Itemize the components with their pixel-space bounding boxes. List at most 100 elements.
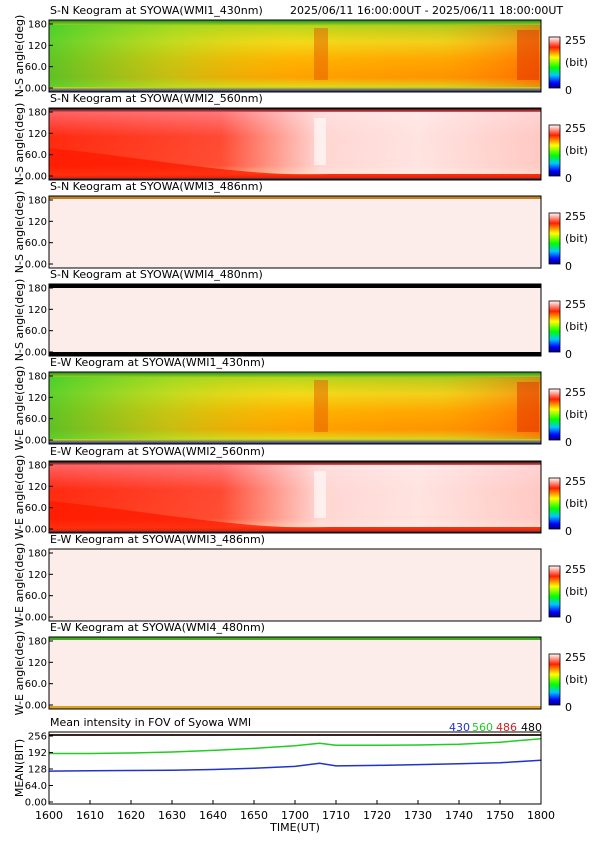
data-point-560 bbox=[499, 741, 501, 743]
series-line-430 bbox=[48, 759, 542, 772]
keogram-base bbox=[49, 284, 541, 356]
data-point-430 bbox=[294, 765, 296, 768]
keogram-image bbox=[49, 196, 541, 268]
colorbar: 255 (bit) 0 bbox=[548, 651, 588, 714]
keogram-base bbox=[49, 549, 541, 621]
keogram-image bbox=[49, 637, 541, 709]
y-axis-label: W-E angle(deg) bbox=[13, 631, 26, 716]
panel-frame bbox=[48, 636, 542, 710]
y-axis-label: N-S angle(deg) bbox=[13, 279, 26, 362]
data-point-430 bbox=[253, 767, 255, 769]
colorbar: 255 (bit) 0 bbox=[548, 34, 588, 97]
colorbar-gradient bbox=[548, 36, 561, 89]
data-point-560 bbox=[294, 745, 296, 747]
panel-frame bbox=[48, 195, 542, 269]
panel-title: S-N Keogram at SYOWA(WMI4_480nm) bbox=[50, 268, 263, 281]
y-tick-label: 180 bbox=[28, 549, 47, 560]
panel-title: S-N Keogram at SYOWA(WMI2_560nm) bbox=[50, 92, 263, 105]
keogram-image bbox=[49, 549, 541, 621]
data-point-480 bbox=[212, 734, 214, 736]
panel-frame bbox=[48, 283, 542, 357]
keogram-panel-8: E-W Keogram at SYOWA(WMI4_480nm)180 120 60… bbox=[13, 621, 588, 715]
keogram-panel-6: E-W Keogram at SYOWA(WMI2_560nm)180 120 60… bbox=[13, 445, 588, 539]
colorbar: 255 (bit) 0 bbox=[548, 210, 588, 273]
keogram-edge-band bbox=[49, 352, 541, 356]
keogram-edge-band bbox=[49, 706, 541, 709]
data-point-430 bbox=[499, 762, 501, 764]
y-tick-label: 180 bbox=[28, 196, 47, 207]
colorbar-min-label: 0 bbox=[565, 172, 572, 185]
keogram-image bbox=[49, 372, 541, 444]
colorbar-unit-label: (bit) bbox=[565, 144, 588, 157]
legend-entry-560: 560 bbox=[472, 721, 493, 734]
data-point-560 bbox=[212, 749, 214, 752]
keogram-image bbox=[49, 284, 541, 356]
keogram-bright-band bbox=[314, 471, 326, 518]
keogram-panel-5: E-W Keogram at SYOWA(WMI1_430nm)180 120 60… bbox=[13, 356, 588, 450]
colorbar-max-label: 255 bbox=[565, 651, 586, 664]
y-tick-label: 0.00 bbox=[25, 436, 47, 447]
y-tick-label: 192 bbox=[28, 748, 47, 759]
keogram-bright-band bbox=[517, 30, 539, 80]
keogram-red-arc bbox=[49, 148, 541, 178]
colorbar-min-label: 0 bbox=[565, 613, 572, 626]
colorbar-unit-label: (bit) bbox=[565, 408, 588, 421]
colorbar-gradient bbox=[548, 388, 561, 441]
panel-title: E-W Keogram at SYOWA(WMI2_560nm) bbox=[50, 445, 265, 458]
y-tick-label: 60.0 bbox=[25, 326, 47, 337]
keogram-base bbox=[49, 637, 541, 709]
y-tick-label: 0.00 bbox=[25, 701, 47, 712]
colorbar-min-label: 0 bbox=[565, 701, 572, 714]
data-point-480 bbox=[171, 734, 173, 736]
panel-title: E-W Keogram at SYOWA(WMI3_486nm) bbox=[50, 533, 265, 546]
panel-frame bbox=[48, 107, 542, 181]
data-point-430 bbox=[319, 762, 321, 764]
y-tick-label: 120 bbox=[28, 482, 47, 493]
x-tick-label: 1700 bbox=[281, 809, 309, 822]
y-tick-label: 120 bbox=[28, 217, 47, 228]
colorbar-unit-label: (bit) bbox=[565, 232, 588, 245]
y-tick-label: 120 bbox=[28, 658, 47, 669]
data-point-480 bbox=[319, 734, 321, 736]
legend-entry-480: 480 bbox=[521, 721, 542, 734]
x-tick-label: 1750 bbox=[486, 809, 514, 822]
colorbar-gradient bbox=[548, 477, 561, 530]
colorbar: 255 (bit) 0 bbox=[548, 298, 588, 361]
y-axis-label: N-S angle(deg) bbox=[13, 103, 26, 186]
x-tick-label: 1600 bbox=[35, 809, 63, 822]
panel-frame bbox=[48, 460, 542, 534]
y-tick-label: 60.0 bbox=[25, 238, 47, 249]
colorbar-max-label: 255 bbox=[565, 386, 586, 399]
data-point-560 bbox=[319, 742, 321, 744]
colorbar-min-label: 0 bbox=[565, 436, 572, 449]
keogram-panel-1: S-N Keogram at SYOWA(WMI1_430nm) 2025/06/… bbox=[13, 4, 588, 97]
keogram-base bbox=[49, 196, 541, 268]
data-point-480 bbox=[130, 734, 132, 736]
y-tick-label: 180 bbox=[28, 284, 47, 295]
x-tick-label: 1740 bbox=[445, 809, 473, 822]
data-point-560 bbox=[458, 743, 460, 745]
colorbar-gradient bbox=[548, 300, 561, 353]
data-point-480 bbox=[417, 734, 419, 736]
colorbar-min-label: 0 bbox=[565, 260, 572, 273]
data-point-560 bbox=[253, 747, 255, 749]
data-point-560 bbox=[376, 744, 378, 746]
data-point-480 bbox=[499, 734, 501, 736]
colorbar-max-label: 255 bbox=[565, 563, 586, 576]
panel-frame bbox=[48, 548, 542, 622]
keogram-bright-band bbox=[517, 382, 539, 432]
data-point-480 bbox=[458, 734, 460, 736]
colorbar: 255 (bit) 0 bbox=[548, 475, 588, 538]
y-tick-label: 60.0 bbox=[25, 503, 47, 514]
data-point-430 bbox=[130, 769, 132, 772]
data-point-560 bbox=[171, 751, 173, 753]
y-tick-label: 120 bbox=[28, 570, 47, 581]
y-tick-label: 120 bbox=[28, 305, 47, 316]
keogram-panel-7: E-W Keogram at SYOWA(WMI3_486nm)180 120 60… bbox=[13, 533, 588, 627]
colorbar-max-label: 255 bbox=[565, 210, 586, 223]
colorbar-unit-label: (bit) bbox=[565, 673, 588, 686]
x-tick-label: 1650 bbox=[240, 809, 268, 822]
y-tick-label: 180 bbox=[28, 108, 47, 119]
y-tick-label: 60.0 bbox=[25, 150, 47, 161]
